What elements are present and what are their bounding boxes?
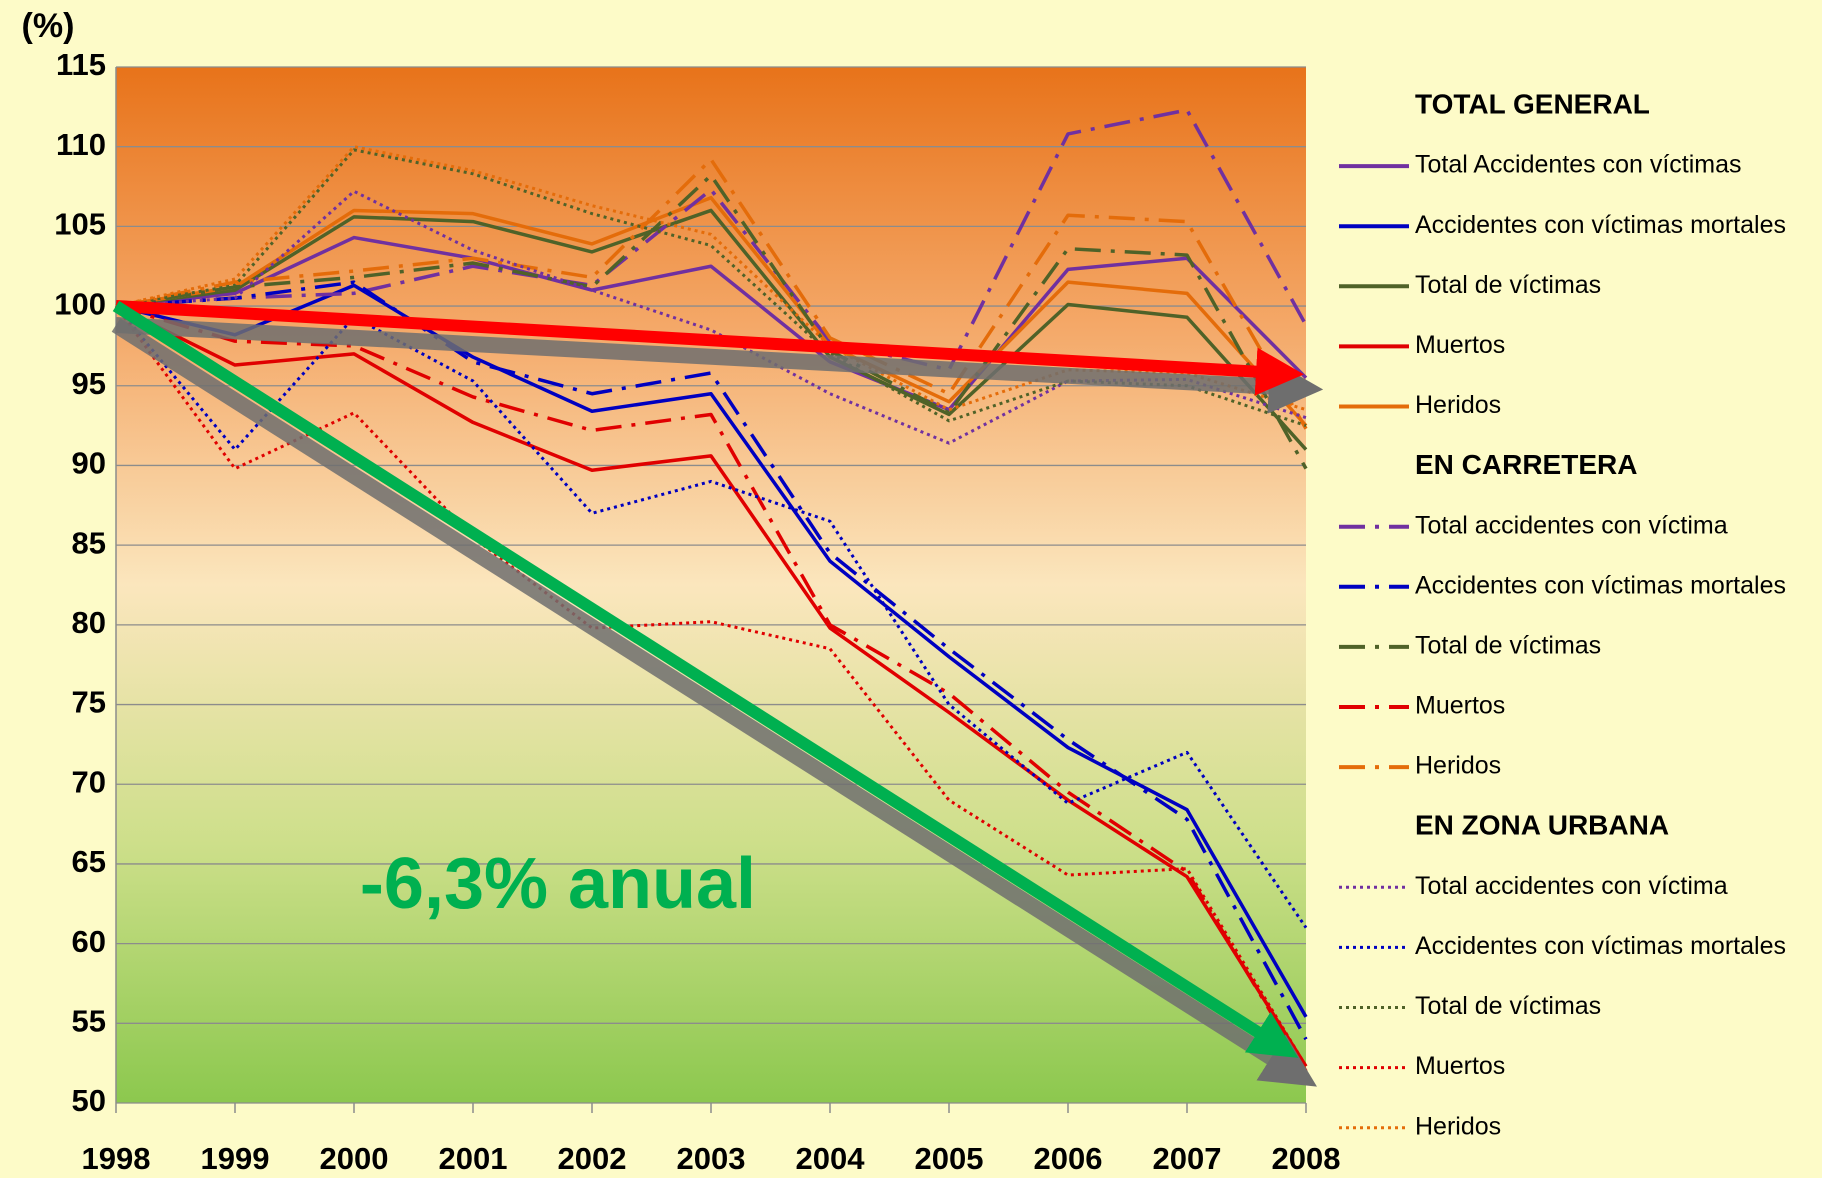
y-tick-label: 50 xyxy=(72,1083,106,1118)
legend-label: Total de víctimas xyxy=(1415,632,1601,660)
y-tick-label: 105 xyxy=(54,207,106,242)
legend-label: Heridos xyxy=(1415,1112,1501,1140)
y-tick-label: 55 xyxy=(72,1003,106,1038)
series-line xyxy=(115,283,1308,1018)
legend-label: Muertos xyxy=(1415,692,1505,720)
legend-label: Heridos xyxy=(1415,391,1501,419)
x-tick-label: 2007 xyxy=(1153,1141,1222,1176)
trend-arrows xyxy=(111,300,1324,1087)
annotation: -6,3% anual xyxy=(360,844,756,924)
y-tick-label: 65 xyxy=(72,844,106,879)
series-line xyxy=(115,304,1308,1068)
lines xyxy=(114,108,1308,1073)
x-tick-label: 2000 xyxy=(320,1141,389,1176)
legend-label: Accidentes con víctimas mortales xyxy=(1415,571,1786,599)
x-tick-label: 2002 xyxy=(558,1141,627,1176)
y-tick-label: 75 xyxy=(72,685,106,720)
series-line xyxy=(115,304,1308,1073)
y-tick-label: 85 xyxy=(72,525,106,560)
shadow xyxy=(111,318,1317,1087)
x-tick-label: 2001 xyxy=(439,1141,508,1176)
y-tick-label: 100 xyxy=(54,286,106,321)
legend-label: Heridos xyxy=(1415,752,1501,780)
x-tick-label: 2006 xyxy=(1034,1141,1103,1176)
series-line xyxy=(115,173,1308,470)
y-axis-label: (%) xyxy=(22,7,75,45)
legend-label: Total de víctimas xyxy=(1415,992,1601,1020)
legend-group-title: TOTAL GENERAL xyxy=(1415,88,1650,119)
legend-label: Total accidentes con víctima xyxy=(1415,511,1728,539)
y-tick-label: 115 xyxy=(56,47,106,82)
series-line xyxy=(115,208,1308,451)
y-tick-label: 70 xyxy=(72,764,106,799)
legend-label: Accidentes con víctimas mortales xyxy=(1415,211,1786,239)
y-tick-label: 90 xyxy=(72,446,106,481)
series-line xyxy=(115,235,1308,412)
trend-arrow xyxy=(112,300,1299,1058)
legend-label: Muertos xyxy=(1415,1052,1505,1080)
shadow xyxy=(115,317,1324,414)
y-tick-label: 95 xyxy=(72,366,106,401)
x-tick-label: 1998 xyxy=(82,1141,151,1176)
legend-label: Total accidentes con víctima xyxy=(1415,872,1728,900)
x-tick-label: 1999 xyxy=(201,1141,270,1176)
series-line xyxy=(115,157,1308,430)
y-tick-label: 110 xyxy=(56,127,106,162)
legend-label: Total de víctimas xyxy=(1415,271,1601,299)
trend-arrow xyxy=(115,300,1304,396)
series-line xyxy=(115,195,1308,427)
x-tick-label: 2005 xyxy=(915,1141,984,1176)
x-tick-label: 2004 xyxy=(796,1141,866,1176)
legend-label: Accidentes con víctimas mortales xyxy=(1415,932,1786,960)
legend: TOTAL GENERAL Total Accidentes con víctim… xyxy=(1339,88,1786,1140)
series-line xyxy=(115,108,1308,372)
legend-group-title: EN CARRETERA xyxy=(1415,449,1637,480)
legend-label: Muertos xyxy=(1415,331,1505,359)
x-tick-label: 2008 xyxy=(1272,1141,1341,1176)
y-tick-label: 80 xyxy=(72,605,106,640)
series-line xyxy=(114,305,1308,929)
x-tick-label: 2003 xyxy=(677,1141,746,1176)
series-line xyxy=(115,145,1307,412)
y-tick-label: 60 xyxy=(72,924,106,959)
legend-label: Total Accidentes con víctimas xyxy=(1415,151,1742,179)
legend-group-title: EN ZONA URBANA xyxy=(1415,810,1669,841)
